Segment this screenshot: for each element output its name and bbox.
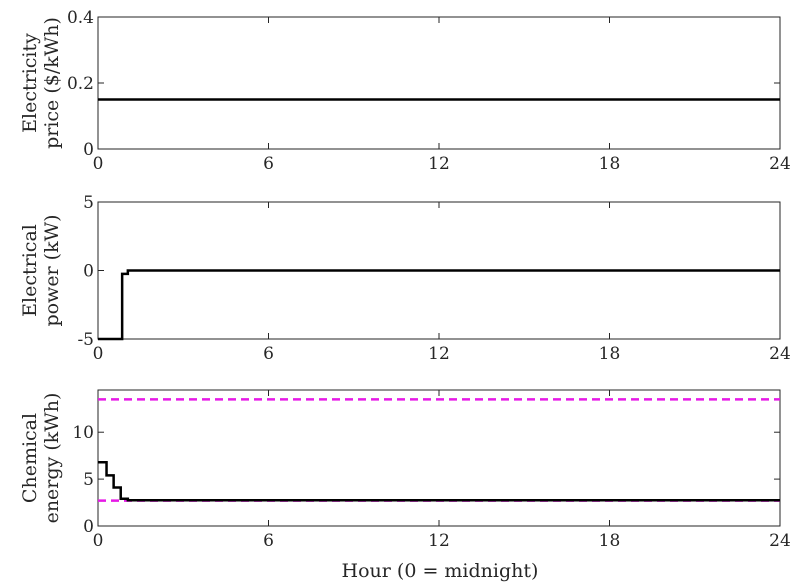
y-axis-title: Electricityprice ($/kWh) (19, 17, 63, 149)
x-tick-label: 6 (263, 154, 274, 174)
y-tick-label: 5 (83, 470, 94, 490)
y-axis-title-line: Chemical (19, 413, 41, 503)
x-tick-label: 24 (769, 154, 791, 174)
panel-chemical-energy: 0 6 12 18 24 0 5 10 Chemicalenergy (kWh) (19, 389, 791, 551)
y-tick-label: 10 (72, 423, 94, 443)
y-axis-title-line: power (kW) (41, 214, 63, 326)
axes-box (97, 389, 781, 527)
x-tick-label: 6 (263, 344, 274, 364)
x-tick-label: 12 (428, 154, 450, 174)
y-axis-title-line: Electricity (19, 33, 41, 133)
x-tick-label: 18 (599, 344, 621, 364)
y-tick-label: 0 (83, 517, 94, 537)
x-tick-label: 6 (263, 531, 274, 551)
x-tick-label: 12 (428, 531, 450, 551)
y-axis-title-line: energy (kWh) (41, 393, 63, 524)
series-line (98, 460, 780, 502)
x-tick-label: 24 (769, 344, 791, 364)
y-tick-label: 0.4 (67, 8, 94, 28)
x-tick-label: 18 (599, 531, 621, 551)
x-tick-label: 0 (93, 344, 104, 364)
axes-box (97, 16, 781, 150)
y-tick-label: 0.2 (67, 74, 94, 94)
x-axis-title: Hour (0 = midnight) (342, 560, 539, 582)
y-tick-label: 0 (83, 262, 94, 282)
y-axis-title-line: Electrical (19, 224, 41, 317)
x-tick-label: 18 (599, 154, 621, 174)
y-tick-label: 0 (83, 140, 94, 160)
y-tick-label: -5 (77, 330, 94, 350)
series-line (98, 269, 780, 341)
x-tick-label: 0 (93, 154, 104, 174)
y-axis-title: Chemicalenergy (kWh) (19, 393, 63, 524)
x-tick-label: 24 (769, 531, 791, 551)
x-tick-label: 0 (93, 531, 104, 551)
x-tick-label: 12 (428, 344, 450, 364)
y-axis-title-line: price ($/kWh) (41, 17, 63, 149)
y-tick-label: 5 (83, 193, 94, 213)
y-axis-title: Electricalpower (kW) (19, 214, 63, 326)
